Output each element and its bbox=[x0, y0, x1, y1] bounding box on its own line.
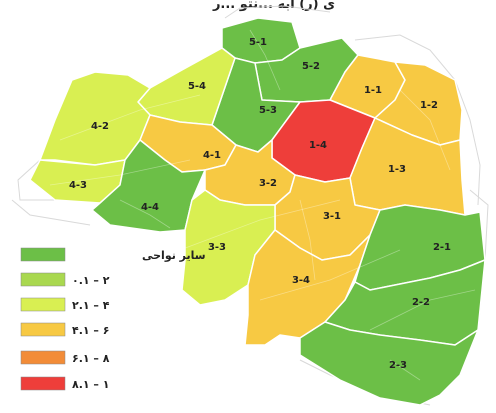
district-label: 1-2 bbox=[420, 100, 438, 111]
legend-swatch bbox=[20, 376, 66, 391]
legend-label: ۸.۱ – ۱ bbox=[72, 378, 109, 391]
legend-label: ۴.۱ – ۶ bbox=[72, 324, 109, 337]
district-label: 5-2 bbox=[302, 61, 320, 72]
district-labels: 5-1 5-2 5-3 5-4 4-2 4-3 4-1 4-4 1-1 1-2 … bbox=[69, 37, 451, 371]
district-label: 4-4 bbox=[141, 202, 159, 213]
district-label: 2-2 bbox=[412, 297, 430, 308]
street-texture bbox=[49, 29, 476, 381]
legend-swatch bbox=[20, 297, 66, 312]
district-label: 2-1 bbox=[433, 242, 451, 253]
legend-label: سایر نواحی bbox=[142, 249, 206, 262]
district-label: 5-4 bbox=[188, 81, 206, 92]
district-label: 5-1 bbox=[249, 37, 267, 48]
legend-swatch bbox=[20, 350, 66, 365]
district-2-3[interactable] bbox=[299, 321, 479, 406]
legend-swatch bbox=[20, 322, 66, 337]
district-label: 4-1 bbox=[203, 150, 221, 161]
district-label: 3-3 bbox=[208, 242, 226, 253]
district-4-4[interactable] bbox=[91, 139, 206, 233]
district-label: 2-3 bbox=[389, 360, 407, 371]
district-label: 1-1 bbox=[364, 85, 382, 96]
legend-label: ۲.۱ – ۴ bbox=[72, 299, 110, 312]
district-label: 3-4 bbox=[292, 275, 310, 286]
legend-swatch bbox=[20, 272, 66, 287]
legend-swatch bbox=[20, 247, 66, 262]
districts bbox=[29, 17, 486, 406]
district-label: 1-3 bbox=[388, 164, 406, 175]
district-label: 4-2 bbox=[91, 121, 109, 132]
district-label: 4-3 bbox=[69, 180, 87, 191]
district-label: 5-3 bbox=[259, 105, 277, 116]
district-3-3[interactable] bbox=[181, 189, 276, 306]
district-label: 3-2 bbox=[259, 178, 277, 189]
legend-label: ۶.۱ – ۸ bbox=[72, 352, 110, 365]
district-label: 1-4 bbox=[309, 140, 327, 151]
district-label: 3-1 bbox=[323, 211, 341, 222]
legend-label: ۰.۱ – ۲ bbox=[72, 274, 110, 287]
map-legend: سایر نواحی ۰.۱ – ۲ ۲.۱ – ۴ ۴.۱ – ۶ ۶.۱ –… bbox=[20, 247, 206, 391]
